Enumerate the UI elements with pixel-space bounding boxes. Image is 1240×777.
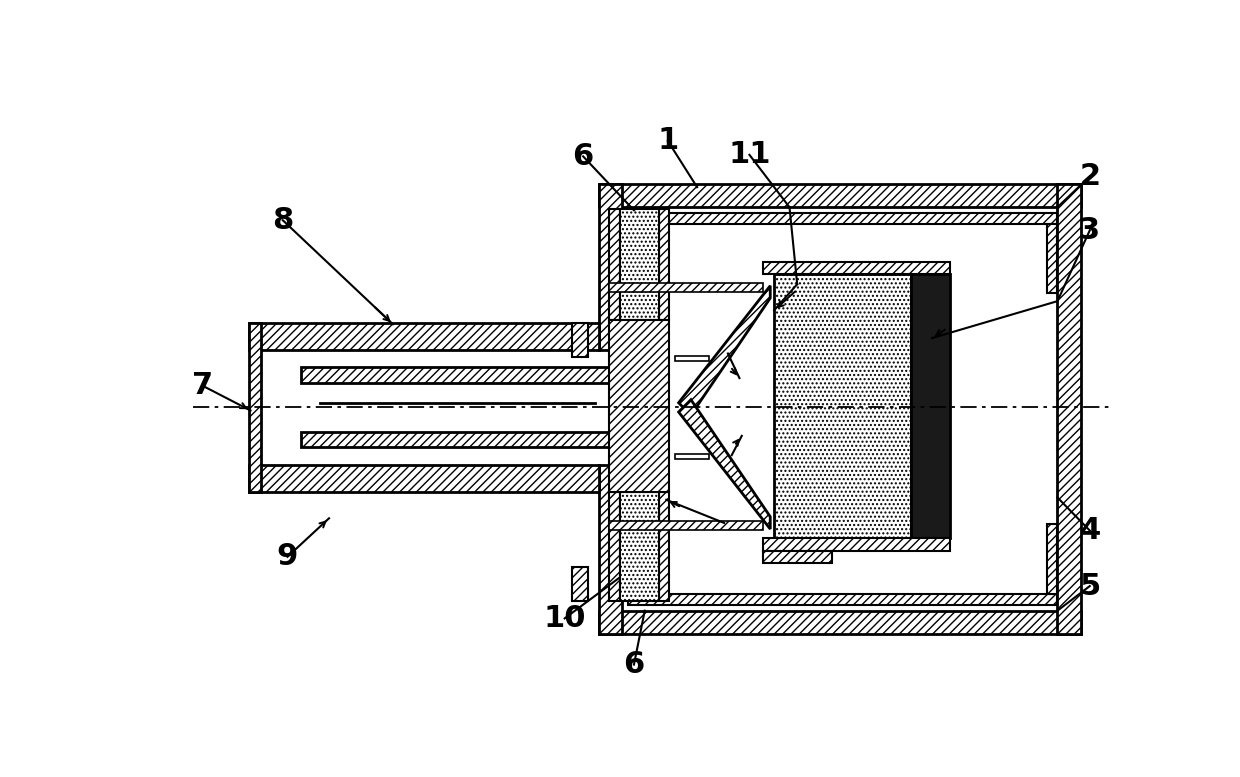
Text: 9: 9 bbox=[277, 542, 298, 571]
Bar bbox=[764, 538, 950, 551]
Bar bbox=[658, 492, 670, 601]
Bar bbox=[1047, 524, 1058, 594]
Text: 5: 5 bbox=[1079, 572, 1100, 601]
Bar bbox=[609, 320, 670, 492]
Bar bbox=[764, 551, 832, 563]
Bar bbox=[620, 492, 658, 601]
Text: 6: 6 bbox=[573, 142, 594, 171]
Bar bbox=[599, 184, 1080, 207]
Bar bbox=[911, 274, 950, 538]
Text: 11: 11 bbox=[728, 141, 771, 169]
Bar bbox=[599, 184, 621, 350]
Bar bbox=[249, 465, 599, 492]
Text: 8: 8 bbox=[273, 206, 294, 235]
Bar bbox=[300, 368, 621, 383]
Bar bbox=[609, 283, 763, 292]
Bar bbox=[675, 356, 709, 361]
Bar bbox=[599, 611, 1080, 634]
Bar bbox=[675, 454, 709, 459]
Polygon shape bbox=[678, 286, 770, 415]
Bar bbox=[249, 322, 599, 350]
Bar bbox=[573, 566, 588, 601]
Bar bbox=[573, 322, 588, 357]
Bar bbox=[609, 209, 620, 320]
Text: 4: 4 bbox=[1079, 516, 1100, 545]
Text: 1: 1 bbox=[657, 127, 678, 155]
Text: 2: 2 bbox=[1079, 162, 1100, 191]
Text: 6: 6 bbox=[624, 650, 645, 679]
Bar bbox=[609, 492, 620, 601]
Bar bbox=[300, 432, 621, 448]
Bar bbox=[249, 322, 262, 492]
Bar bbox=[620, 209, 658, 320]
Text: 7: 7 bbox=[192, 371, 213, 400]
Bar bbox=[627, 214, 1058, 224]
Bar bbox=[1058, 184, 1080, 634]
Polygon shape bbox=[678, 399, 770, 529]
Text: 3: 3 bbox=[1079, 216, 1100, 245]
Bar bbox=[599, 465, 621, 634]
Bar bbox=[658, 209, 670, 320]
Bar bbox=[609, 521, 763, 530]
Bar bbox=[774, 274, 911, 538]
Text: 10: 10 bbox=[543, 604, 587, 633]
Bar bbox=[764, 262, 950, 274]
Bar bbox=[1047, 224, 1058, 294]
Bar bbox=[627, 594, 1058, 605]
